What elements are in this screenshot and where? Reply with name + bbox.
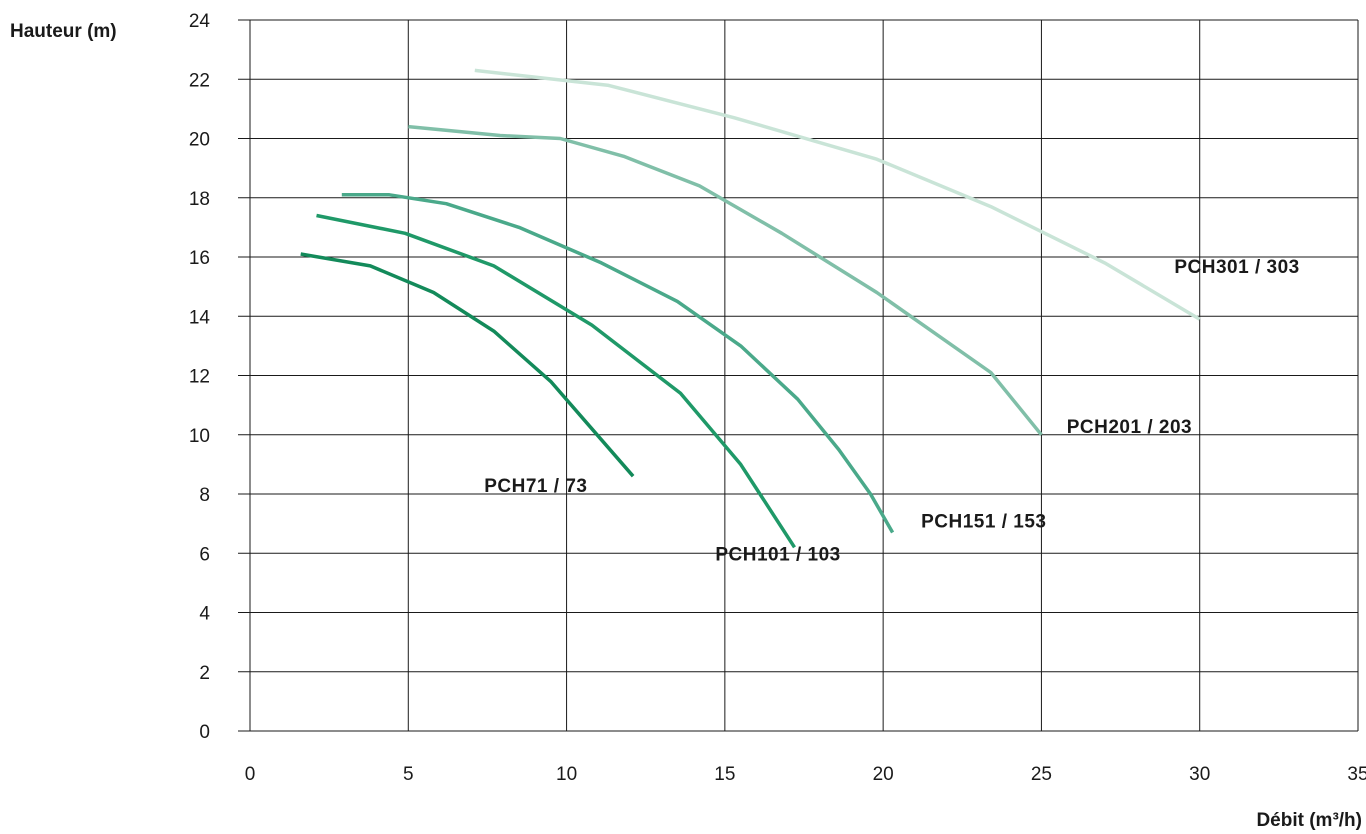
series-label: PCH201 / 203 (1067, 417, 1192, 438)
series-line (408, 124, 1043, 436)
series-label: PCH71 / 73 (484, 476, 587, 497)
y-tick-label: 12 (189, 367, 210, 388)
series-line (300, 252, 635, 478)
y-tick-label: 0 (199, 722, 210, 743)
y-tick-label: 6 (199, 544, 210, 565)
y-tick-label: 24 (189, 11, 211, 32)
x-tick-label: 0 (245, 764, 256, 785)
y-tick-label: 20 (189, 130, 210, 151)
series-labels: PCH71 / 73 PCH101 / 103 PCH151 / 153 PCH201… (484, 257, 1299, 565)
x-axis-title: Débit (m³/h) (1256, 810, 1362, 831)
series-label: PCH101 / 103 (715, 544, 840, 565)
x-tick-label: 5 (403, 764, 414, 785)
y-axis-title: Hauteur (m) (10, 21, 117, 42)
series (300, 68, 1201, 549)
y-tick-label: 10 (189, 426, 210, 447)
y-tick-label: 22 (189, 70, 210, 91)
x-tick-label: 30 (1189, 764, 1210, 785)
x-tick-label: 20 (873, 764, 894, 785)
series-line (316, 213, 796, 549)
x-tick-label: 35 (1347, 764, 1366, 785)
y-tick-label: 8 (199, 485, 210, 506)
y-tick-label: 4 (199, 604, 210, 625)
y-tick-label: 2 (199, 663, 210, 684)
x-tick-label: 10 (556, 764, 577, 785)
series-line (341, 193, 895, 534)
grid (238, 19, 1359, 732)
x-tick-label: 25 (1031, 764, 1052, 785)
series-label: PCH301 / 303 (1174, 257, 1299, 278)
y-tick-label: 18 (189, 189, 210, 210)
series-line (474, 68, 1201, 321)
series-label: PCH151 / 153 (921, 512, 1046, 533)
y-tick-label: 16 (189, 248, 210, 269)
x-tick-label: 15 (714, 764, 735, 785)
y-tick-label: 14 (189, 307, 211, 328)
